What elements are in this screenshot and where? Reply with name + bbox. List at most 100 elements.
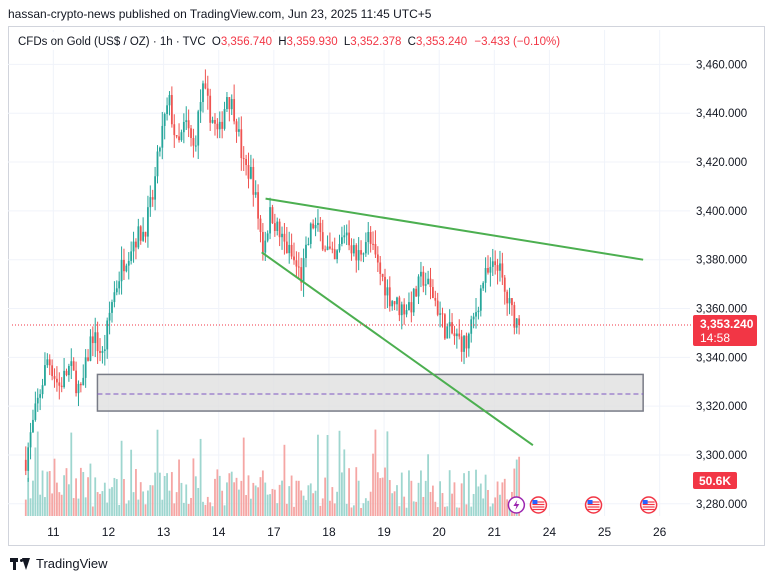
volume-bar xyxy=(443,506,446,516)
volume-bar xyxy=(79,467,82,516)
candle-body xyxy=(515,318,518,328)
volume-bar xyxy=(472,493,475,516)
candle-body xyxy=(221,121,224,129)
candle-body xyxy=(518,318,521,326)
volume-bar xyxy=(479,483,482,516)
volume-bar xyxy=(465,504,468,516)
volume-bar xyxy=(190,497,192,516)
candle-body xyxy=(374,244,377,255)
footer-brand[interactable]: TradingView xyxy=(10,556,108,571)
time-tick-label: 18 xyxy=(322,525,336,539)
candle-body xyxy=(70,361,73,366)
candle-body xyxy=(448,322,451,327)
volume-bar xyxy=(467,470,470,516)
candle-body xyxy=(72,361,75,371)
volume-bar xyxy=(455,507,458,516)
candle-body xyxy=(199,102,202,112)
volume-bar xyxy=(247,475,250,516)
volume-bar xyxy=(158,472,161,516)
candle-body xyxy=(168,95,171,106)
candle-body xyxy=(297,266,300,268)
volume-bar xyxy=(501,482,504,516)
flag-canton xyxy=(587,500,593,504)
volume-bar xyxy=(261,470,264,516)
volume-bar xyxy=(446,506,449,516)
candle-body xyxy=(355,245,358,261)
candle-body xyxy=(209,95,212,123)
volume-bar xyxy=(477,486,480,516)
candle-body xyxy=(161,125,164,148)
bar-countdown: 14:58 xyxy=(700,331,730,345)
volume-bar xyxy=(242,437,245,516)
volume-bar xyxy=(429,491,432,516)
candle-body xyxy=(185,120,188,122)
volume-bar xyxy=(194,476,197,516)
high-value: 3,359.930 xyxy=(287,36,338,48)
time-axis[interactable]: 11 12 13 14 17 18 19 20 21 24 25 26 xyxy=(47,525,667,539)
volume-bar xyxy=(458,507,461,516)
candle-body xyxy=(151,197,154,200)
candle-body xyxy=(496,265,499,271)
volume-bar xyxy=(285,503,288,516)
candle-body xyxy=(439,313,441,315)
candle-body xyxy=(166,105,168,115)
candle-body xyxy=(479,288,482,311)
candle-body xyxy=(245,159,248,166)
candle-body xyxy=(376,254,379,263)
volume-bar xyxy=(91,506,94,516)
volume-value: 50.6K xyxy=(699,474,731,488)
candle-body xyxy=(266,233,269,241)
tradingview-logo-icon xyxy=(10,557,30,570)
candle-body xyxy=(307,243,310,245)
candle-body xyxy=(190,128,192,139)
falling-wedge[interactable] xyxy=(261,197,644,447)
volume-bar xyxy=(192,458,195,516)
candle-body xyxy=(108,312,111,321)
support-zone[interactable] xyxy=(96,373,644,412)
volume-bar xyxy=(283,444,286,516)
volume-bar xyxy=(386,431,389,516)
candle-body xyxy=(130,251,133,261)
candle-body xyxy=(350,245,353,254)
volume-bar xyxy=(123,479,125,516)
time-tick-label: 12 xyxy=(102,525,116,539)
volume-bar xyxy=(226,482,228,516)
last-price-tag[interactable]: 3,353.240 14:58 xyxy=(693,315,757,346)
candle-body xyxy=(123,259,125,272)
price-tick-label: 3,420.000 xyxy=(696,157,747,169)
volume-bar xyxy=(36,431,39,516)
volume-bar xyxy=(336,491,339,516)
candle-body xyxy=(111,302,113,313)
volume-bar xyxy=(324,477,327,516)
candle-body xyxy=(60,385,63,388)
candle-body xyxy=(36,397,39,404)
candle-body xyxy=(113,292,116,303)
price-tick-label: 3,460.000 xyxy=(696,59,747,71)
volume-bar xyxy=(245,495,248,516)
candle-body xyxy=(46,359,49,366)
volume-bar xyxy=(300,490,303,516)
volume-bar xyxy=(151,485,154,516)
volume-bar xyxy=(506,499,509,516)
candle-body xyxy=(348,232,350,246)
price-axis[interactable]: 3,460.000 3,440.000 3,420.000 3,400.000 3,38… xyxy=(696,59,747,510)
volume-bar xyxy=(147,490,149,516)
candle-body xyxy=(103,349,106,351)
candle-body xyxy=(101,350,104,353)
candle-body xyxy=(405,310,408,315)
volume-bar xyxy=(130,449,133,516)
candle-body xyxy=(360,250,362,255)
candle-body xyxy=(233,99,236,122)
volume-bar xyxy=(163,475,166,516)
candle-body xyxy=(259,218,262,233)
volume-bar xyxy=(53,458,56,516)
time-tick-label: 14 xyxy=(212,525,226,539)
candle-body xyxy=(333,249,336,260)
event-markers[interactable] xyxy=(507,496,658,514)
candle-body xyxy=(465,335,468,349)
volume-bar xyxy=(269,494,271,516)
candle-body xyxy=(357,250,360,261)
candle-body xyxy=(475,312,477,317)
volume-bar xyxy=(221,490,224,516)
